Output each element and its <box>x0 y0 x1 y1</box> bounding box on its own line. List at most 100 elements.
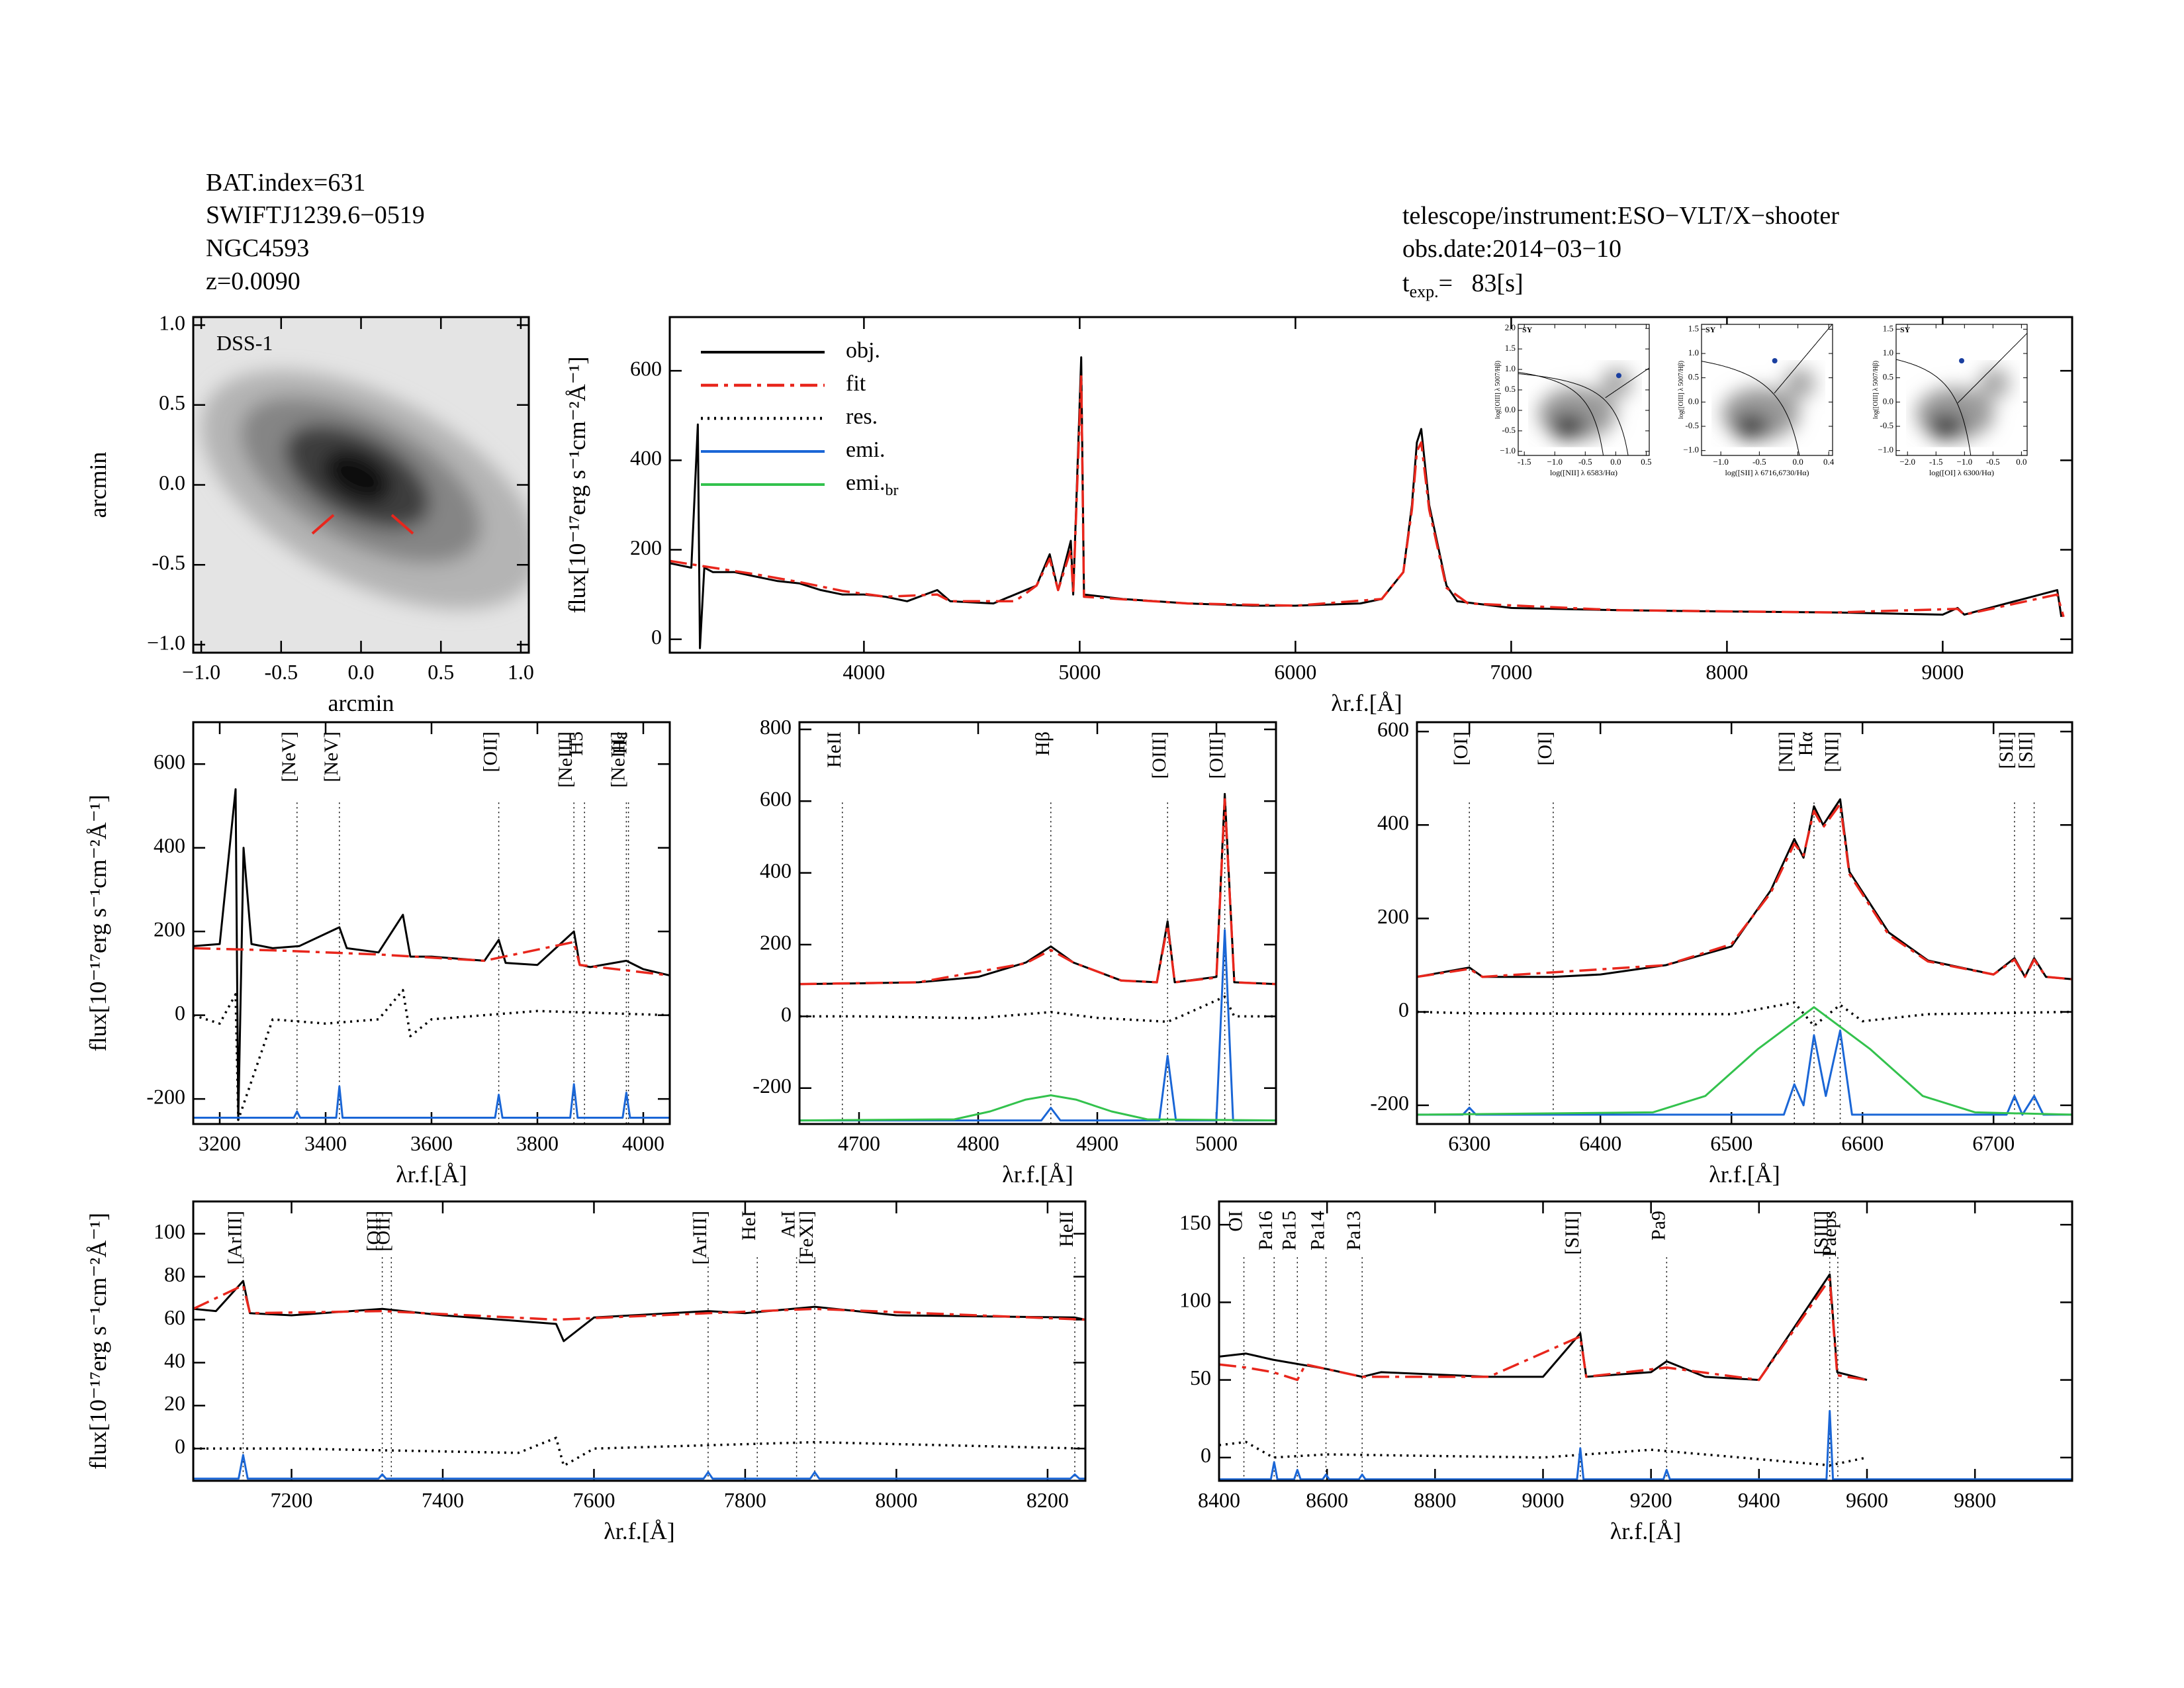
x-tick-label: −1.0 <box>182 660 220 684</box>
y-tick-label: -0.5 <box>1685 420 1699 430</box>
y-tick-label: 400 <box>154 833 185 857</box>
x-tick-label: 9600 <box>1846 1488 1888 1512</box>
y-tick-label: 0.5 <box>159 391 185 414</box>
series-group <box>1219 1273 2072 1481</box>
marker-label: Hβ <box>1032 731 1054 756</box>
marker-label: [OIII] <box>1206 731 1228 779</box>
y-tick-label: -0.5 <box>152 551 185 575</box>
panel: -1.5 −1.0 -0.5 0.0 0.5−1.0-0.50.00.51.01.52.… <box>1494 322 1652 477</box>
legend-label: emi. <box>846 438 885 462</box>
demarcation-line <box>1605 367 1649 399</box>
y-tick-label: 150 <box>1179 1211 1211 1235</box>
observation-line: obs.date:2014−03−10 <box>1402 235 1621 263</box>
marker-label: Hα <box>1795 731 1817 757</box>
marker-label: [OII] <box>372 1211 394 1252</box>
panel: −1.0 -0.5 0.0 0.4 −1.0 -0.5 0.0 0.5 1.0 1.5 SY log(… <box>1678 323 1835 477</box>
y-tick-label: 1.5 <box>1688 323 1699 333</box>
frame <box>192 316 530 654</box>
marker-label: [FeXI] <box>796 1211 817 1265</box>
y-tick-label: 400 <box>630 446 662 470</box>
x-tick-label: 1.0 <box>508 660 534 684</box>
y-tick-label: 0 <box>1398 998 1409 1021</box>
y-tick-label: -0.5 <box>1880 420 1893 430</box>
marker-label: HeII <box>823 731 845 768</box>
x-tick-label: 8000 <box>875 1488 917 1512</box>
spectrum-line <box>193 1083 670 1119</box>
x-tick-label: 3600 <box>410 1131 453 1155</box>
legend-name: res. <box>846 404 878 429</box>
x-tick-label: 8600 <box>1306 1488 1348 1512</box>
spectrum-line <box>799 798 1276 986</box>
legend-name: obj. <box>846 338 880 363</box>
y-tick-label: 200 <box>154 917 185 941</box>
x-tick-label: -0.5 <box>1578 457 1592 467</box>
x-tick-label: 8400 <box>1198 1488 1240 1512</box>
x-axis-label: λr.f.[Å] <box>1610 1518 1681 1544</box>
panel: −2.0 -1.5 −1.0 -0.5 0.0 −1.0 -0.5 0.0 0.5 1.0 1.5 S… <box>1872 323 2028 477</box>
x-axis-label: arcmin <box>328 690 394 716</box>
legend-name: emi. <box>846 438 885 462</box>
density <box>1721 367 1816 440</box>
y-axis-label: flux[10⁻¹⁷erg s⁻¹cm⁻²Å⁻¹] <box>564 356 590 613</box>
marker-label: Pa13 <box>1343 1211 1365 1250</box>
spectrum-line <box>799 929 1276 1122</box>
x-tick-label: 0.5 <box>428 660 454 684</box>
x-axis-label: λr.f.[Å] <box>1331 690 1402 716</box>
marker-label: Pa9 <box>1647 1211 1669 1241</box>
panel: 6300 6400 6500 6600 6700 -200 0 200 400 600 [OI] [O… <box>1370 717 2073 1188</box>
observation-line: telescope/instrument:ESO−VLT/X−shooter <box>1402 202 1839 230</box>
y-tick-label: 0.5 <box>1505 384 1516 394</box>
x-tick-label: -0.5 <box>264 660 298 684</box>
x-tick-label: 0.0 <box>1610 457 1621 467</box>
marker-label: [OII] <box>363 1211 385 1252</box>
spectrum-line <box>1219 1410 2072 1481</box>
x-tick-label: 3200 <box>199 1131 241 1155</box>
x-tick-label: −1.0 <box>1713 457 1729 467</box>
x-tick-label: 5000 <box>1195 1131 1238 1155</box>
y-tick-label: 0 <box>175 1001 185 1025</box>
x-tick-label: 0.0 <box>2016 457 2026 467</box>
spectrum-line <box>1417 1006 2072 1116</box>
x-tick-label: 0.4 <box>1823 457 1835 467</box>
dss-image <box>193 317 529 653</box>
frame <box>1218 1200 2073 1482</box>
spectrum-line <box>670 356 2063 649</box>
header-line: NGC4593 <box>206 234 309 262</box>
y-tick-label: 100 <box>1179 1288 1211 1312</box>
spectrum-line <box>799 792 1276 986</box>
y-tick-label: -200 <box>146 1084 185 1108</box>
header-line: BAT.index=631 <box>206 169 365 197</box>
frame <box>798 721 1277 1125</box>
x-tick-label: 8800 <box>1414 1488 1456 1512</box>
panel: 7200 7400 7600 7800 8000 8200 0 20 40 60 80 100 [ArI… <box>85 1200 1087 1544</box>
x-tick-label: 6000 <box>1274 660 1316 684</box>
marker-label: ArI <box>778 1211 799 1239</box>
frame <box>192 721 671 1125</box>
x-axis-label: log([SII] λ 6716,6730/Hα) <box>1725 468 1809 477</box>
y-tick-label: 600 <box>630 356 662 380</box>
marker-label: [SIII] <box>1811 1211 1833 1255</box>
y-tick-label: 200 <box>1377 904 1409 928</box>
y-tick-label: 200 <box>630 536 662 559</box>
y-tick-label: 100 <box>154 1219 185 1243</box>
x-tick-label: 0.0 <box>1792 457 1803 467</box>
y-axis-label: arcmin <box>85 452 111 518</box>
density-blob <box>1600 367 1633 399</box>
x-axis-label: λr.f.[Å] <box>1002 1161 1073 1188</box>
marker-label: OI <box>1225 1211 1247 1232</box>
x-tick-label: −1.0 <box>1547 457 1563 467</box>
x-tick-label: 6400 <box>1579 1131 1621 1155</box>
demarcation <box>1896 332 2027 455</box>
x-tick-label: 5000 <box>1058 660 1101 684</box>
y-tick-label: 20 <box>164 1391 185 1415</box>
x-axis-label: log([OI] λ 6300/Hα) <box>1929 468 1994 477</box>
y-tick-label: 2.0 <box>1505 322 1516 332</box>
marker-label: Paeps <box>1819 1211 1841 1257</box>
x-tick-label: 6300 <box>1448 1131 1490 1155</box>
spectrum-line <box>193 988 670 1121</box>
density <box>1915 367 2011 440</box>
panel: 4700 4800 4900 5000 -200 0 200 400 600 800 HeII Hβ [… <box>752 715 1277 1188</box>
x-tick-label: 3400 <box>304 1131 347 1155</box>
y-tick-label: 400 <box>1377 811 1409 835</box>
